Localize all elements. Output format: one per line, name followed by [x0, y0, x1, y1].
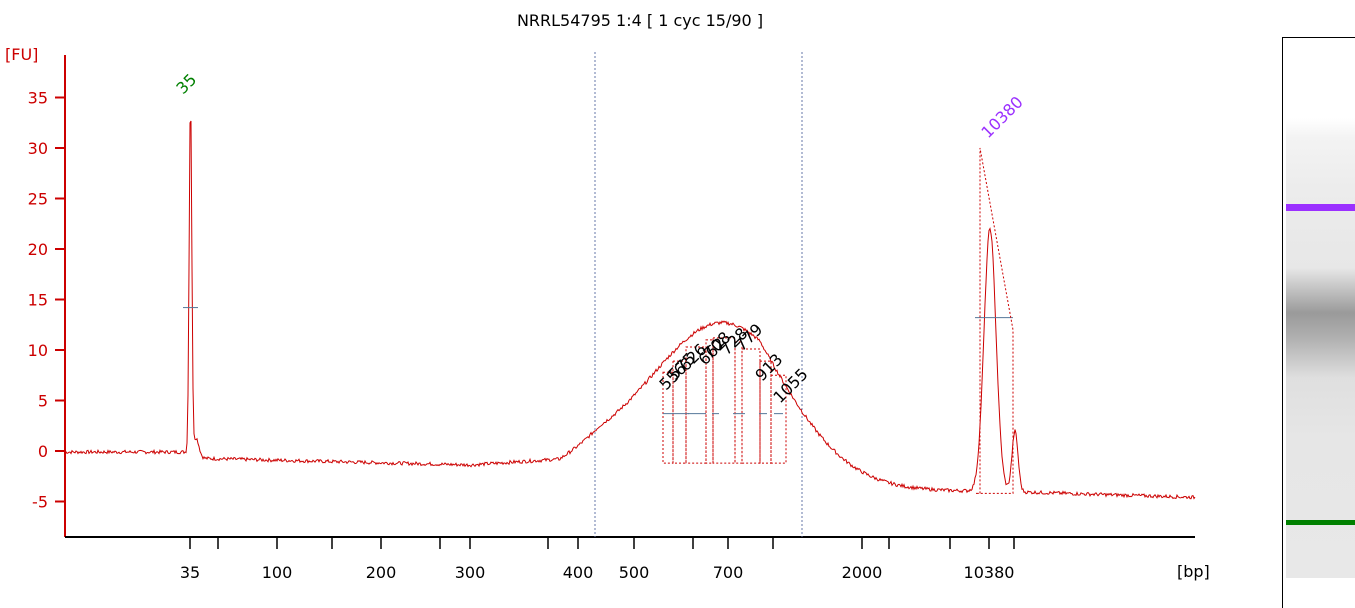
chart-title: NRRL54795 1:4 [ 1 cyc 15/90 ]: [517, 11, 763, 30]
gel-image: [1282, 37, 1355, 608]
x-tick-label: 700: [713, 563, 744, 582]
y-tick-label: 20: [28, 240, 48, 259]
trace-line: [64, 120, 1196, 500]
fragment-area: [705, 339, 714, 464]
y-tick-label: -5: [32, 493, 48, 512]
x-ticks: 35 100 200 300 400 500 700 2000 10380: [180, 537, 1015, 582]
y-tick-label: 15: [28, 291, 48, 310]
x-tick-label: 2000: [842, 563, 883, 582]
fragment-area: [662, 371, 674, 464]
x-tick-label: 100: [262, 563, 293, 582]
upper-marker-band: [1286, 204, 1355, 211]
fragment-area: [759, 360, 772, 464]
x-axis-label: [bp]: [1177, 562, 1210, 581]
fragment-area: [741, 348, 761, 464]
fragment-area: [685, 346, 707, 464]
y-tick-label: 30: [28, 139, 48, 158]
gel-lane: [1286, 38, 1355, 578]
x-tick-label: 10380: [964, 563, 1015, 582]
electropherogram-chart: NRRL54795 1:4 [ 1 cyc 15/90 ] [FU] -5 0 5 1…: [5, 11, 1210, 582]
trace: [64, 120, 1196, 500]
fragment-area: [672, 360, 687, 464]
x-tick-label: 300: [455, 563, 486, 582]
y-tick-label: 5: [38, 392, 48, 411]
y-tick-label: 35: [28, 89, 48, 108]
fragment-area: [734, 341, 743, 464]
y-axis-label: [FU]: [5, 45, 38, 64]
x-tick-label: 35: [180, 563, 200, 582]
x-tick-label: 200: [366, 563, 397, 582]
y-tick-label: 0: [38, 442, 48, 461]
fragment-peak-label: 913: [751, 350, 786, 385]
peak-area: [976, 147, 1014, 494]
lower-marker-band: [1286, 520, 1355, 525]
marker-peak-label: 10380: [977, 92, 1026, 141]
marker-peak-label: 35: [172, 70, 200, 98]
y-ticks: -5 0 5 10 15 20 25 30 35: [28, 89, 65, 512]
x-tick-label: 500: [619, 563, 650, 582]
y-tick-label: 25: [28, 190, 48, 209]
y-tick-label: 10: [28, 341, 48, 360]
x-tick-label: 400: [563, 563, 594, 582]
fragment-area: [770, 374, 787, 464]
